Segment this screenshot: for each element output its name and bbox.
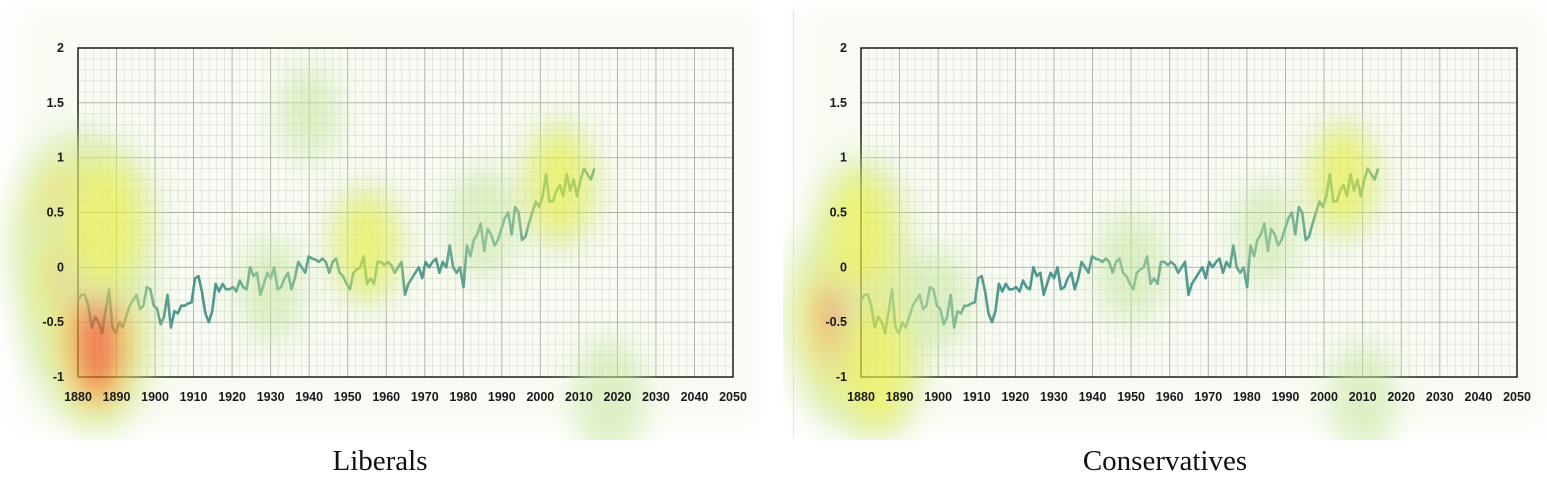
x-tick-label: 2020 — [604, 390, 632, 404]
x-tick-label: 2000 — [1310, 390, 1338, 404]
heat-blob-outer — [906, 248, 971, 353]
x-tick-label: 2050 — [1503, 390, 1531, 404]
x-tick-label: 2030 — [1426, 390, 1454, 404]
tick-labels: 1880 1890 1900 1910 1920 1930 1940 1950 1960 1970… — [825, 41, 1530, 404]
x-tick-label: 1950 — [1117, 390, 1145, 404]
x-tick-label: 1970 — [1194, 390, 1222, 404]
panel-divider — [793, 10, 794, 438]
x-tick-label: 1890 — [103, 390, 131, 404]
y-tick-label: 0 — [840, 260, 847, 274]
x-tick-label: 2010 — [1349, 390, 1377, 404]
x-tick-label: 1950 — [334, 390, 362, 404]
x-tick-label: 1970 — [411, 390, 439, 404]
y-tick-label: -1 — [53, 370, 64, 384]
liberals-chart: 1880 1890 1900 1910 1920 1930 1940 1950 1960 1970… — [6, 8, 760, 440]
y-tick-label: 2 — [57, 41, 64, 55]
x-tick-label: 1910 — [180, 390, 208, 404]
x-tick-label: 1960 — [1156, 390, 1184, 404]
conservatives-chart: 1880 1890 1900 1910 1920 1930 1940 1950 1960 1970… — [783, 8, 1547, 440]
heat-blob-outer — [238, 237, 303, 342]
y-tick-label: 0.5 — [47, 206, 64, 220]
x-tick-label: 2040 — [1465, 390, 1493, 404]
x-tick-label: 1940 — [1079, 390, 1107, 404]
x-tick-label: 2010 — [565, 390, 593, 404]
heat-blob-mid — [336, 193, 398, 298]
y-tick-label: 1.5 — [830, 96, 847, 110]
y-tick-label: 1 — [840, 151, 847, 165]
x-tick-label: 1990 — [488, 390, 516, 404]
x-tick-label: 1990 — [1272, 390, 1300, 404]
x-tick-label: 1880 — [847, 390, 875, 404]
x-tick-label: 1930 — [257, 390, 285, 404]
attention-heatmap — [783, 8, 1547, 440]
y-tick-label: -0.5 — [42, 315, 64, 329]
x-tick-label: 1880 — [64, 390, 92, 404]
heat-blob-core — [68, 284, 126, 404]
attention-heatmap — [6, 8, 760, 440]
y-tick-label: 2 — [840, 41, 847, 55]
y-tick-label: 1.5 — [47, 96, 64, 110]
x-tick-label: 2020 — [1387, 390, 1415, 404]
heat-blob-outer — [572, 338, 647, 440]
heat-blob-mid — [65, 155, 145, 292]
x-tick-label: 1920 — [1001, 390, 1029, 404]
y-tick-label: -0.5 — [825, 315, 847, 329]
y-tick-label: 0 — [57, 260, 64, 274]
x-tick-label: 1980 — [449, 390, 477, 404]
heat-blob-outer — [1234, 182, 1299, 287]
y-tick-label: 0.5 — [830, 206, 847, 220]
conservatives-caption: Conservatives — [1082, 445, 1248, 477]
y-tick-label: -1 — [836, 370, 847, 384]
heat-blob-outer — [1328, 342, 1398, 440]
x-tick-label: 1960 — [372, 390, 400, 404]
x-tick-label: 1890 — [886, 390, 914, 404]
x-tick-label: 2000 — [526, 390, 554, 404]
heat-blob-outer — [1096, 211, 1166, 324]
x-tick-label: 2030 — [642, 390, 670, 404]
x-tick-label: 1910 — [963, 390, 991, 404]
heat-blob-mid — [838, 301, 915, 431]
heat-blob-mid — [1312, 127, 1374, 232]
x-tick-label: 2050 — [719, 390, 747, 404]
x-tick-label: 1940 — [295, 390, 323, 404]
x-tick-label: 1930 — [1040, 390, 1068, 404]
heat-blob-outer — [448, 167, 517, 280]
heat-blob-mid — [822, 169, 900, 300]
y-tick-label: 1 — [57, 151, 64, 165]
x-tick-label: 2040 — [681, 390, 709, 404]
tick-labels: 1880 1890 1900 1910 1920 1930 1940 1950 1960 1970… — [42, 41, 746, 404]
x-tick-label: 1900 — [141, 390, 169, 404]
heat-blob-outer — [279, 65, 339, 162]
x-tick-label: 1980 — [1233, 390, 1261, 404]
liberals-caption: Liberals — [332, 445, 428, 477]
x-tick-label: 1920 — [218, 390, 246, 404]
liberals-panel: 1880 1890 1900 1910 1920 1930 1940 1950 1960 1970… — [0, 0, 760, 487]
x-tick-label: 1900 — [924, 390, 952, 404]
conservatives-panel: 1880 1890 1900 1910 1920 1930 1940 1950 1960 1970… — [783, 0, 1547, 487]
heat-blob-mid — [527, 129, 592, 241]
